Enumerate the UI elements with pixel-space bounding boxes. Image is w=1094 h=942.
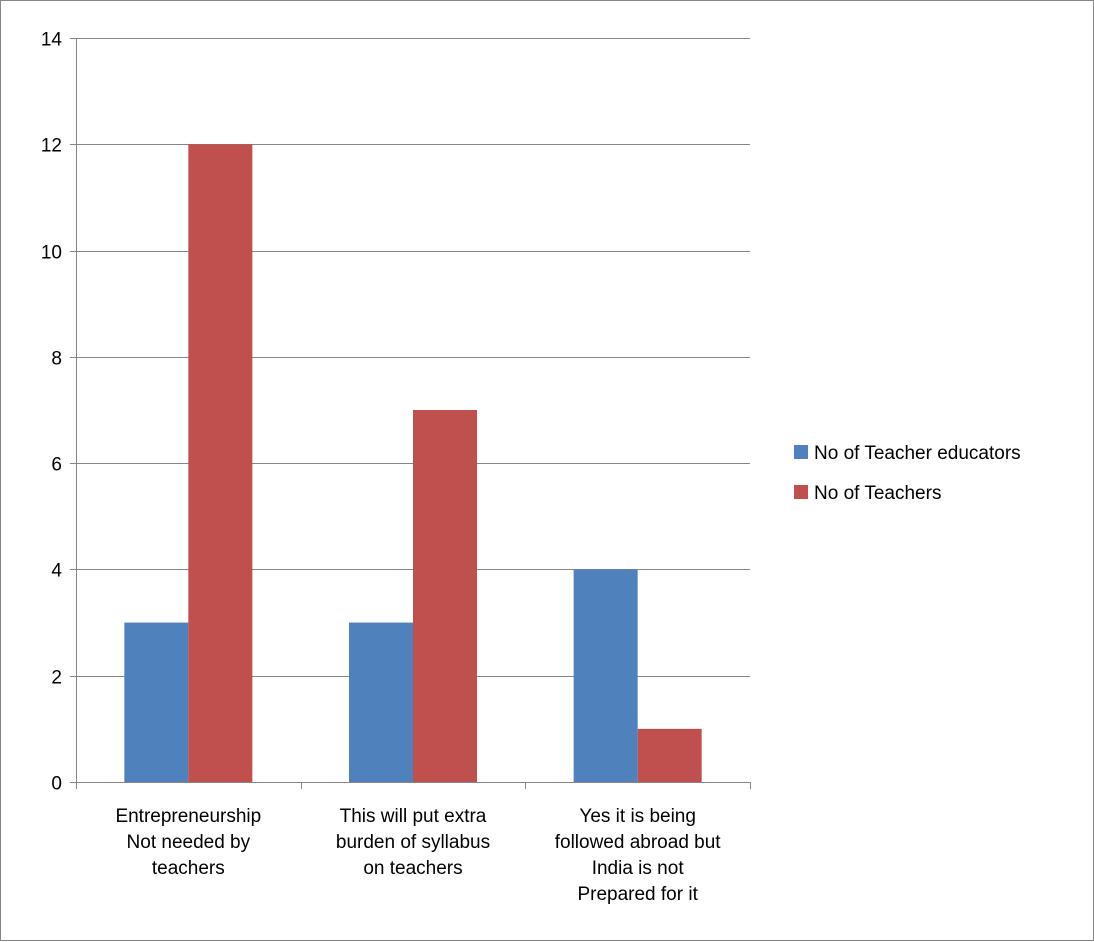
category-label-line: followed abroad but — [555, 832, 722, 853]
category-label-line: on teachers — [363, 858, 462, 879]
legend-item: No of Teacher educators — [794, 443, 1021, 464]
category-label-line: Not needed by — [127, 832, 251, 853]
category-label-line: India is not — [592, 858, 685, 879]
bar-teachers — [413, 410, 477, 782]
category-label-line: Entrepreneurship — [115, 806, 261, 827]
y-tick-label: 0 — [51, 774, 62, 795]
bar-teacher-educators — [349, 622, 413, 782]
legend-label: No of Teacher educators — [814, 443, 1021, 464]
legend-swatch — [794, 445, 808, 459]
y-axis-tick-labels: 0 2 4 6 8 10 12 14 — [41, 30, 63, 795]
y-tick-label: 6 — [51, 455, 62, 476]
bar-teacher-educators — [124, 622, 189, 782]
x-axis-category-labels: Entrepreneurship Not needed by teachers Thi… — [115, 806, 721, 905]
category-label-line: Yes it is being — [579, 806, 696, 827]
legend: No of Teacher educators No of Teachers — [794, 443, 1021, 504]
y-tick-label: 8 — [51, 349, 62, 370]
bar-teachers — [637, 728, 702, 782]
bar-teachers — [188, 144, 253, 783]
category-label-line: burden of syllabus — [336, 832, 490, 853]
bar-teacher-educators — [573, 569, 638, 782]
y-tick-label: 10 — [41, 243, 62, 264]
category-label-line: This will put extra — [340, 806, 487, 827]
category-label: Yes it is being followed abroad but India … — [555, 806, 722, 905]
legend-item: No of Teachers — [794, 483, 941, 504]
y-tick-label: 14 — [41, 30, 63, 51]
legend-label: No of Teachers — [814, 483, 941, 504]
y-tick-label: 12 — [41, 136, 62, 157]
y-tick-label: 4 — [51, 561, 62, 582]
category-label-line: teachers — [152, 858, 225, 879]
category-label: This will put extra burden of syllabus on … — [336, 806, 490, 879]
category-label: Entrepreneurship Not needed by teachers — [115, 806, 261, 879]
legend-swatch — [794, 485, 808, 499]
y-tick-label: 2 — [51, 668, 62, 689]
category-label-line: Prepared for it — [577, 884, 698, 905]
axes — [70, 38, 751, 789]
bars — [124, 144, 702, 783]
